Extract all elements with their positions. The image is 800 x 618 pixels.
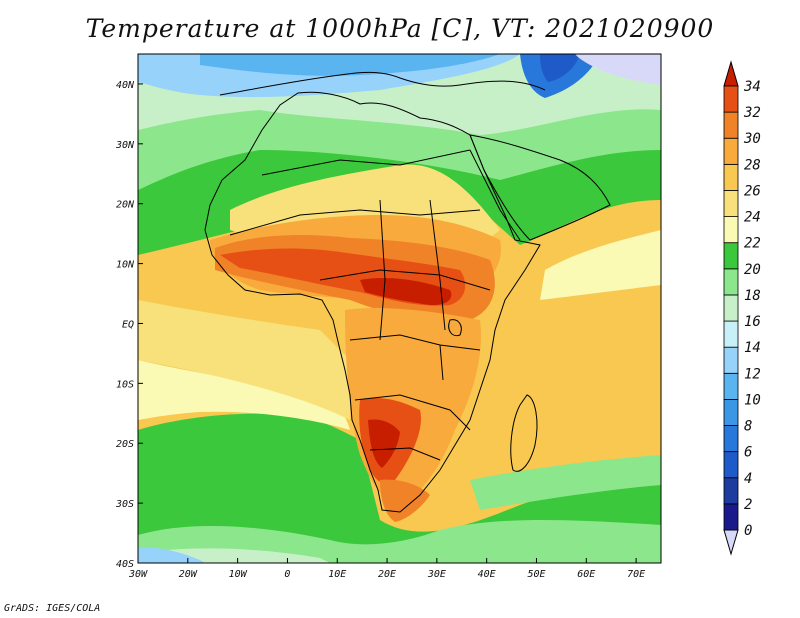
red-sea <box>469 149 521 241</box>
colorbar-label: 0 <box>744 523 752 539</box>
border-vertical-1 <box>379 199 386 341</box>
lat-tick-label: 40N <box>116 80 135 91</box>
map-title: Temperature at 1000hPa [C], VT: 20210209… <box>85 14 715 43</box>
lon-tick-label: 70E <box>627 569 645 580</box>
colorbar-box <box>723 111 739 139</box>
plot-frame <box>137 53 662 564</box>
lon-tick-label: 20W <box>179 569 198 580</box>
lat-tick-label: 10N <box>116 260 135 271</box>
colorbar-label: 34 <box>743 79 761 95</box>
colorbar-box <box>723 477 739 505</box>
mediterranean-north-coast <box>219 71 546 96</box>
colorbar-box <box>723 399 739 426</box>
lake-victoria <box>448 319 462 337</box>
field-hot-core <box>360 278 452 306</box>
colorbar-box <box>723 425 739 453</box>
lake-tanganyika <box>439 344 444 381</box>
lat-tick-label: 30S <box>115 499 134 510</box>
lon-tick-label: 0 <box>284 569 290 580</box>
lon-tick-label: 10E <box>328 569 346 580</box>
longitude-axis: 30W 20W 10W 0 10E 20E 30E 40E 50E 60E 70E <box>128 558 645 580</box>
colorbar-box <box>723 268 739 296</box>
arabia-coastline <box>469 134 611 241</box>
lon-tick-label: 60E <box>577 569 595 580</box>
colorbar-label: 2 <box>744 497 752 513</box>
border-sahel-1 <box>229 209 481 236</box>
border-central-1 <box>319 269 491 291</box>
colorbar-label: 12 <box>744 366 761 382</box>
madagascar-coastline <box>510 394 538 472</box>
lat-tick-label: 40S <box>116 559 134 570</box>
colorbar-bottom-triangle <box>723 529 739 556</box>
colorbar-box <box>723 242 739 270</box>
colorbar-label: 24 <box>744 210 761 226</box>
field-caspian-blue <box>540 54 580 82</box>
field-satlantic-yellow-2 <box>138 300 350 420</box>
lon-tick-label: 50E <box>527 569 545 580</box>
border-sahara-1 <box>261 149 471 176</box>
lat-tick-label: 30N <box>115 140 135 151</box>
lat-tick-label: 20S <box>116 439 134 450</box>
coastlines <box>204 71 611 513</box>
lon-tick-label: 30E <box>427 569 446 580</box>
lon-tick-label: 20E <box>378 569 396 580</box>
border-south-1 <box>354 394 471 431</box>
colorbar-label: 26 <box>744 183 761 199</box>
field-europe-blue <box>200 54 500 76</box>
lon-tick-label: 40E <box>478 569 496 580</box>
border-central-2 <box>349 334 481 351</box>
temperature-field <box>138 54 661 563</box>
colorbar-box <box>723 216 739 244</box>
colorbar-box <box>723 190 739 217</box>
colorbar-label: 14 <box>744 340 761 356</box>
colorbar-top-triangle <box>723 60 739 87</box>
colorbar-box <box>723 451 739 479</box>
colorbar-label: 22 <box>744 236 761 252</box>
latitude-axis: 40N 30N 20N 10N EQ 10S 20S 30S 40S <box>115 80 143 570</box>
colorbar-label: 4 <box>744 471 752 487</box>
field-satlantic-yellow <box>138 360 350 430</box>
colorbar-label: 32 <box>743 105 761 121</box>
colorbar-label: 30 <box>743 131 761 147</box>
lon-tick-label: 10W <box>229 569 248 580</box>
colorbar-box <box>723 346 739 374</box>
colorbar-label: 18 <box>744 288 761 304</box>
lon-tick-label: 30W <box>128 569 148 580</box>
field-kalahari-core <box>368 419 400 468</box>
border-vertical-2 <box>429 199 446 331</box>
colorbar-box <box>723 503 739 531</box>
colorbar-box <box>723 137 739 165</box>
colorbar-box <box>723 163 739 191</box>
colorbar-label: 16 <box>744 314 761 330</box>
colorbar-label: 10 <box>744 392 761 408</box>
field-northeast-lavender <box>575 54 661 85</box>
field-indian-lowgreen <box>470 455 661 510</box>
colorbar-box <box>723 294 739 322</box>
colorbar-label: 8 <box>744 419 752 435</box>
colorbar-label: 6 <box>744 445 752 461</box>
africa-coastline <box>204 91 541 513</box>
colorbar-box <box>723 372 739 400</box>
field-indian-yellow <box>540 230 661 300</box>
credit-text: GrADS: IGES/COLA <box>4 603 101 614</box>
border-south-2 <box>369 447 441 461</box>
colorbar-label: 20 <box>744 262 761 278</box>
lat-tick-label: EQ <box>122 319 134 330</box>
lat-tick-label: 10S <box>116 379 134 390</box>
colorbar-box <box>723 85 739 113</box>
colorbar-box <box>723 320 739 348</box>
colorbar-label: 28 <box>744 157 761 173</box>
lat-tick-label: 20N <box>116 200 135 211</box>
